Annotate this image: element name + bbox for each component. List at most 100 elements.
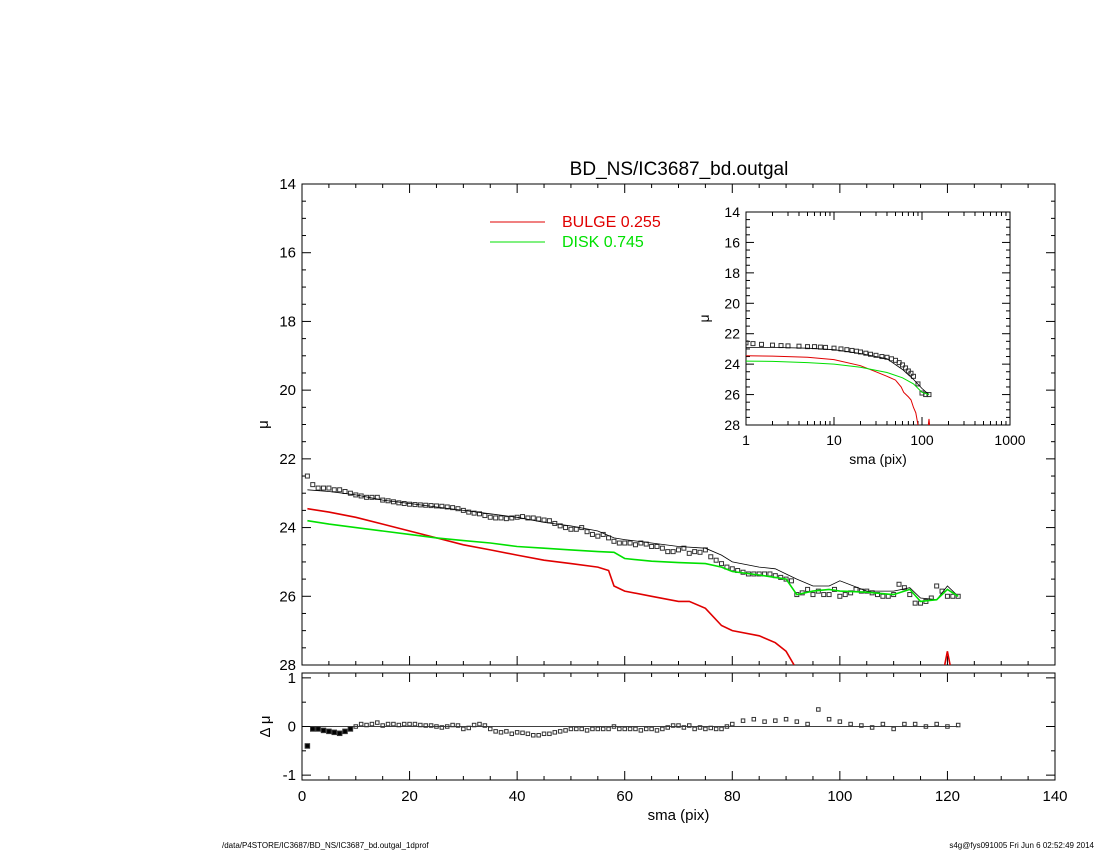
main-data-point (627, 540, 633, 546)
residual-point (751, 716, 757, 722)
main-data-point (337, 487, 343, 493)
residual-point (336, 730, 343, 737)
main-y-tick-label: 16 (279, 245, 296, 262)
x-axis-label: sma (pix) (648, 807, 710, 824)
legend-entry-bulge: BULGE 0.255 (562, 214, 661, 231)
main-data-point (595, 533, 601, 539)
main-data-point (498, 515, 504, 521)
residual-point (805, 721, 810, 727)
main-y-tick-label: 22 (279, 451, 296, 468)
residual-point (541, 731, 547, 737)
residual-point (552, 730, 558, 735)
main-data-point (450, 505, 456, 511)
residual-point (611, 724, 617, 729)
main-data-point (493, 515, 499, 521)
residual-point (364, 722, 369, 728)
residual-point (676, 723, 681, 728)
residual-point (471, 722, 477, 728)
residual-point (617, 726, 622, 732)
inset-data-point (910, 373, 916, 379)
main-data-point (616, 540, 622, 546)
residual-point (595, 726, 601, 732)
main-data-point (433, 503, 439, 509)
residual-point (681, 725, 687, 730)
main-data-point (396, 500, 402, 506)
residual-point (708, 725, 714, 731)
residual-point (488, 726, 493, 732)
main-data-point (546, 518, 552, 524)
residual-point (557, 729, 563, 734)
residual-point (638, 728, 644, 733)
residual-point (794, 719, 800, 724)
inset-y-tick-label: 22 (724, 326, 740, 342)
residual-point (385, 721, 391, 727)
main-data-point (692, 549, 698, 555)
main-y-axis-label: μ (255, 420, 272, 429)
residual-point (762, 719, 767, 724)
main-data-point (681, 545, 687, 551)
residual-point (375, 720, 380, 725)
main-data-point (767, 571, 773, 577)
main-data-point (568, 526, 574, 532)
inset-data-point (863, 350, 869, 356)
inset-series-disk (746, 360, 930, 396)
residual-point (945, 724, 950, 729)
main-data-point (670, 549, 676, 555)
main-data-point (649, 543, 655, 549)
residual-point (353, 724, 359, 729)
main-y-tick-label: 26 (279, 588, 296, 605)
inset-series-bulge (746, 355, 919, 425)
residual-point (584, 728, 590, 733)
residual-point (401, 721, 407, 727)
main-data-point (622, 540, 628, 546)
residual-point (412, 721, 418, 727)
residual-point (509, 731, 515, 737)
main-data-point (444, 504, 450, 510)
residual-y-tick-label: 1 (288, 670, 296, 687)
residual-x-tick-label: 40 (509, 788, 526, 805)
residual-point (848, 721, 853, 727)
residual-point (934, 721, 939, 727)
main-data-point (315, 485, 321, 491)
residual-y-axis-label: Δ μ (257, 715, 274, 737)
main-data-point (321, 485, 327, 491)
residual-point (450, 722, 455, 728)
residual-point (407, 721, 412, 727)
main-data-point (821, 592, 827, 598)
residual-point (434, 724, 439, 729)
residual-point (649, 726, 654, 732)
main-data-point (805, 586, 811, 592)
main-data-point (686, 550, 692, 556)
inset-x-tick-label: 1 (742, 432, 750, 448)
residual-point (912, 721, 918, 727)
residual-point (606, 726, 611, 732)
inset-data-point (926, 392, 932, 398)
inset-data-point (831, 345, 837, 351)
main-data-point (428, 503, 434, 509)
residual-point (331, 729, 338, 736)
main-data-point (525, 515, 531, 521)
main-data-point (304, 473, 310, 479)
main-data-point (907, 592, 913, 598)
main-data-point (826, 592, 832, 598)
residual-x-tick-label: 120 (935, 788, 960, 805)
residual-point (396, 722, 402, 728)
residual-x-tick-label: 0 (298, 788, 306, 805)
main-y-tick-label: 18 (279, 313, 296, 330)
main-data-point (326, 485, 332, 491)
residual-point (391, 721, 396, 727)
main-series-model (307, 489, 959, 601)
residual-point (654, 728, 660, 733)
inset-data-point (879, 354, 885, 360)
main-data-point (837, 593, 843, 599)
main-data-point (573, 526, 579, 532)
main-data-point (584, 529, 590, 535)
inset-data-point (758, 341, 764, 347)
main-data-point (541, 517, 547, 523)
residual-point (837, 719, 843, 724)
main-data-point (632, 542, 638, 548)
residual-point (342, 728, 348, 735)
residual-point (600, 726, 606, 732)
residual-y-tick-label: -1 (283, 767, 296, 784)
residual-point (482, 723, 488, 728)
